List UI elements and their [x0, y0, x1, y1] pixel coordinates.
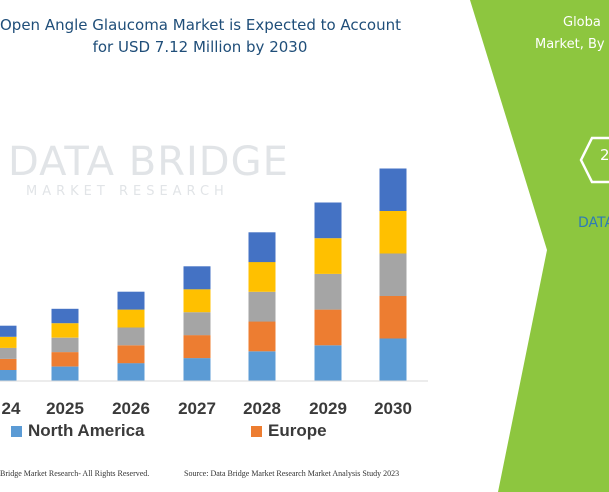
footer-source: Source: Data Bridge Market Research Mark…	[184, 469, 400, 478]
x-tick-labels: 24 2025 2026 2027 2028 2029 2030	[2, 399, 412, 418]
legend-swatch-north-america	[11, 425, 22, 437]
bar-segment-2030-s1	[379, 338, 407, 381]
bar-segment-2025-s2	[51, 352, 79, 367]
bar-segment-24-s4	[0, 336, 17, 348]
x-tick-label-24: 24	[2, 399, 21, 418]
legend-label-europe: Europe	[268, 421, 327, 440]
bar-segment-2027-s5	[183, 266, 211, 290]
side-panel-brand: DATA	[578, 215, 609, 231]
legend-item-north-america: North America	[11, 421, 145, 441]
bar-segment-2025-s3	[51, 337, 79, 353]
bar-segment-2030-s3	[379, 253, 407, 296]
bar-segment-2026-s1	[117, 363, 145, 381]
chart-title: Open Angle Glaucoma Market is Expected t…	[0, 14, 401, 58]
x-tick-label-2025: 2025	[46, 399, 84, 418]
bar-segment-2026-s4	[117, 309, 145, 328]
bar-segment-2028-s4	[248, 262, 276, 292]
legend-label-north-america: North America	[28, 421, 145, 440]
bar-segment-2027-s1	[183, 358, 211, 382]
watermark-main: DATA BRIDGE	[8, 139, 289, 185]
bar-segment-2029-s3	[314, 273, 342, 310]
bar-segment-2026-s2	[117, 345, 145, 364]
bar-segment-2029-s4	[314, 238, 342, 274]
bar-segment-2027-s2	[183, 335, 211, 359]
hexagon-label: 2	[600, 146, 609, 164]
bar-segment-2026-s5	[117, 291, 145, 310]
bar-segment-24-s2	[0, 358, 17, 370]
bar-segment-2030-s2	[379, 296, 407, 339]
bar-segment-24-s1	[0, 369, 17, 381]
bar-segment-24-s3	[0, 347, 17, 359]
x-tick-label-2029: 2029	[309, 399, 347, 418]
bar-segment-2030-s4	[379, 211, 407, 254]
bar-segment-2029-s5	[314, 202, 342, 239]
bar-segment-2028-s2	[248, 321, 276, 352]
watermark-sub: MARKET RESEARCH	[26, 184, 229, 199]
legend-swatch-europe	[251, 425, 262, 437]
bar-segment-24-s5	[0, 325, 17, 337]
bar-segment-2025-s4	[51, 323, 79, 338]
side-panel-line-2: Market, By	[535, 37, 605, 52]
bar-segment-2027-s3	[183, 312, 211, 336]
bar-segment-2025-s1	[51, 366, 79, 381]
x-tick-label-2026: 2026	[112, 399, 150, 418]
bar-segment-2026-s3	[117, 327, 145, 346]
bar-segment-2029-s1	[314, 345, 342, 381]
bar-segment-2025-s5	[51, 308, 79, 324]
x-tick-label-2028: 2028	[243, 399, 281, 418]
footer-copyright: Bridge Market Research- All Rights Reser…	[0, 469, 150, 478]
side-panel-shape	[470, 0, 609, 492]
bar-segment-2028-s3	[248, 291, 276, 322]
bar-segment-2029-s2	[314, 309, 342, 346]
x-tick-label-2030: 2030	[374, 399, 412, 418]
bar-segment-2028-s5	[248, 232, 276, 263]
bars-group	[0, 168, 407, 382]
legend-item-europe: Europe	[251, 421, 327, 441]
chart-title-line-2: for USD 7.12 Million by 2030	[92, 38, 308, 56]
x-tick-label-2027: 2027	[178, 399, 216, 418]
side-panel-line-1: Globa	[563, 15, 601, 30]
bar-segment-2027-s4	[183, 289, 211, 313]
hexagon-icon	[579, 136, 609, 184]
bar-segment-2028-s1	[248, 351, 276, 382]
chart-title-line-1: Open Angle Glaucoma Market is Expected t…	[0, 16, 401, 34]
watermark: DATA BRIDGE MARKET RESEARCH	[8, 140, 289, 199]
bar-segment-2030-s5	[379, 168, 407, 211]
